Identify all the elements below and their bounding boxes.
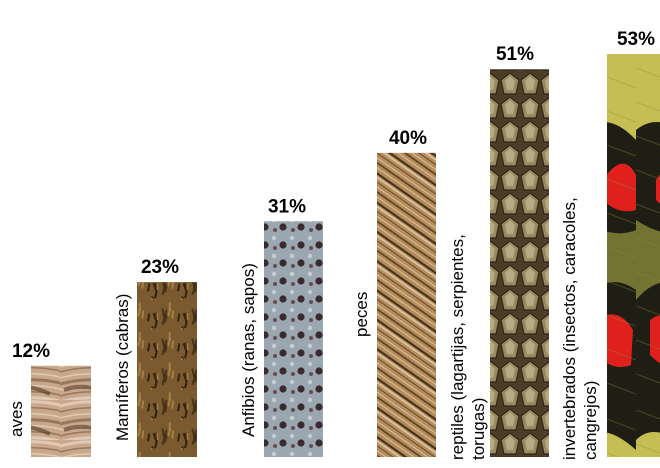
category-label-5-line-1: cangrejos): [581, 381, 600, 460]
value-label-0: 12%: [12, 341, 50, 362]
bar-1: [137, 282, 197, 457]
bar-0: [31, 365, 91, 457]
category-label-0: aves: [7, 401, 26, 437]
bar-5: [607, 54, 660, 457]
value-label-4: 51%: [496, 44, 534, 65]
value-label-5: 53%: [617, 29, 655, 50]
category-label-5-line-0: invertebrados (insectos, caracoles,: [560, 197, 579, 460]
category-label-3: peces: [352, 292, 371, 337]
value-label-3: 40%: [389, 128, 427, 149]
category-label-2: Anfibios (ranas, sapos): [239, 263, 258, 437]
category-label-4-line-1: torugas): [469, 398, 488, 460]
category-label-4-line-0: reptiles (lagartijas, serpientes,: [448, 234, 467, 460]
bar-2: [264, 221, 323, 457]
bar-3: [377, 152, 436, 457]
category-label-1: Mamíferos (cabras): [113, 294, 132, 441]
value-label-1: 23%: [141, 257, 179, 278]
bar-4: [490, 69, 549, 457]
bars-group: 12% aves 23% Mamíferos (cabras) 31% Anfibios …: [7, 29, 660, 460]
value-label-2: 31%: [268, 196, 306, 217]
